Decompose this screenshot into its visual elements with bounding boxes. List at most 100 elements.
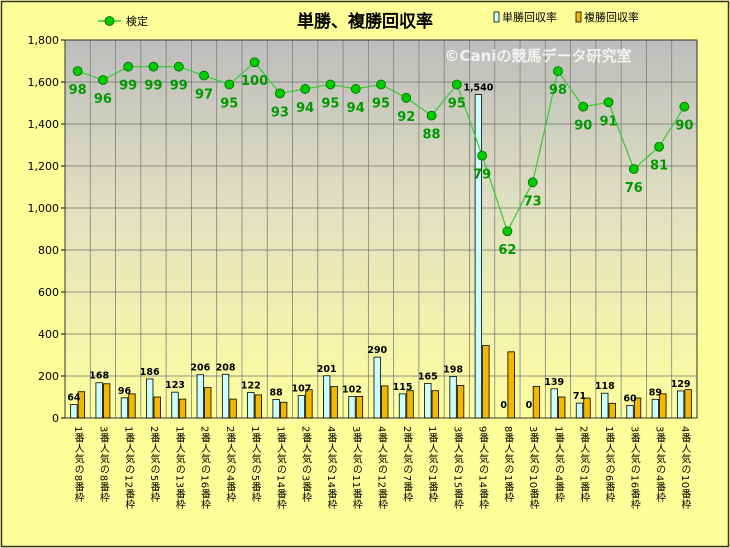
bar-data-label: 115 <box>393 382 413 393</box>
test-series-point <box>527 177 538 188</box>
bar-win-return <box>297 395 306 419</box>
bar-place-return <box>608 402 616 419</box>
bar-place-return <box>456 385 465 419</box>
bar-data-label: 0 <box>526 400 533 411</box>
bar-data-label: 206 <box>190 363 210 374</box>
test-series-label: 90 <box>574 119 592 134</box>
x-category-label: 1番人気の14番枠 <box>274 426 286 510</box>
test-series-point <box>553 66 563 77</box>
test-series-label: 98 <box>69 83 87 98</box>
bar-data-label: 186 <box>140 367 160 378</box>
test-series-label: 94 <box>296 101 314 116</box>
bar-data-label: 208 <box>216 362 236 373</box>
x-category-label: 3番人気の11番枠 <box>350 426 362 510</box>
test-series-label: 88 <box>423 128 441 143</box>
bar-data-label: 96 <box>118 386 132 397</box>
bar-place-return <box>279 401 288 419</box>
bar-place-return <box>330 386 338 419</box>
test-series-label: 99 <box>170 79 188 94</box>
bar-place-return <box>381 385 389 419</box>
x-category-label: 3番人気の16番枠 <box>628 426 640 510</box>
bar-win-return <box>247 391 255 419</box>
bar-win-return <box>550 388 558 419</box>
bar-win-return <box>373 356 381 419</box>
bar-place-return <box>482 345 490 419</box>
bar-win-return <box>272 399 280 419</box>
y-tick-label: 1,800 <box>28 34 60 47</box>
x-category-label: 2番人気の4番枠 <box>224 426 236 503</box>
test-series-point <box>173 61 184 72</box>
test-series-label: 79 <box>473 168 491 183</box>
test-series-point <box>376 79 386 90</box>
bar-win-return <box>323 375 331 419</box>
test-series-point <box>300 84 311 94</box>
test-series-label: 95 <box>220 96 238 111</box>
bar-data-label: 118 <box>595 381 615 392</box>
test-series-label: 97 <box>195 88 213 103</box>
x-category-label: 1番人気の13番枠 <box>173 426 185 510</box>
x-category-label: 1番人気の5番枠 <box>249 426 261 503</box>
bar-win-return <box>651 398 659 419</box>
test-series-point <box>199 70 209 81</box>
y-tick-label: 400 <box>38 328 59 341</box>
legend-label-test: 検定 <box>126 14 148 28</box>
bar-data-label: 290 <box>367 345 387 356</box>
y-tick-label: 0 <box>52 412 59 425</box>
x-category-label: 2番人気の3番枠 <box>300 426 312 503</box>
test-series-label: 100 <box>241 74 268 89</box>
bar-place-return <box>77 391 86 419</box>
bar-data-label: 60 <box>623 393 637 404</box>
bar-win-return <box>146 378 154 419</box>
bar-data-label: 88 <box>270 388 284 399</box>
x-category-label: 3番人気の8番枠 <box>97 426 109 503</box>
test-series-label: 73 <box>524 194 542 209</box>
bar-win-return <box>171 391 179 419</box>
legend-label-place: 複勝回収率 <box>584 10 639 24</box>
bar-data-label: 129 <box>671 379 691 390</box>
bar-place-return <box>229 398 237 419</box>
test-series-label: 92 <box>397 110 415 125</box>
bar-win-return <box>196 374 204 419</box>
bar-data-label: 64 <box>67 393 81 404</box>
bar-win-return <box>398 393 407 419</box>
test-series-point <box>274 88 285 99</box>
x-category-label: 1番人気の8番枠 <box>72 426 84 503</box>
bar-place-return <box>431 390 439 419</box>
test-series-point <box>679 101 690 112</box>
test-series-point <box>249 57 260 68</box>
bar-place-return <box>633 397 642 419</box>
y-tick-label: 1,000 <box>28 202 60 215</box>
bar-win-return <box>626 404 634 419</box>
bar-data-label: 0 <box>500 400 507 411</box>
test-series-label: 62 <box>498 243 516 258</box>
test-series-label: 95 <box>448 96 466 111</box>
test-series-label: 99 <box>119 79 137 94</box>
x-category-label: 1番人気の4番枠 <box>552 426 564 503</box>
test-series-point <box>72 66 83 77</box>
bar-win-return <box>221 373 230 419</box>
bar-win-return <box>474 94 483 419</box>
bar-win-return <box>601 392 609 419</box>
x-category-label: 2番人気の1番枠 <box>578 426 590 503</box>
bar-place-return <box>558 396 566 419</box>
test-series-label: 94 <box>347 101 365 116</box>
y-tick-label: 600 <box>38 286 59 299</box>
bar-data-label: 139 <box>544 377 564 388</box>
x-category-label: 4番人気の12番枠 <box>376 426 388 510</box>
test-series-point <box>603 97 614 108</box>
test-series-label: 90 <box>675 119 693 134</box>
bar-place-return <box>254 394 263 419</box>
x-category-label: 1番人気の12番枠 <box>123 426 135 510</box>
bar-win-return <box>424 382 432 419</box>
y-tick-label: 1,400 <box>28 118 60 131</box>
test-series-point <box>401 92 412 103</box>
bar-win-return <box>95 382 103 419</box>
bar-place-return <box>583 397 591 419</box>
bar-place-return <box>532 386 541 419</box>
bar-place-return <box>103 383 111 419</box>
bar-data-label: 168 <box>89 371 109 382</box>
x-category-label: 3番人気の10番枠 <box>527 426 539 510</box>
legend-line-marker <box>104 16 115 26</box>
y-tick-label: 800 <box>38 244 59 257</box>
